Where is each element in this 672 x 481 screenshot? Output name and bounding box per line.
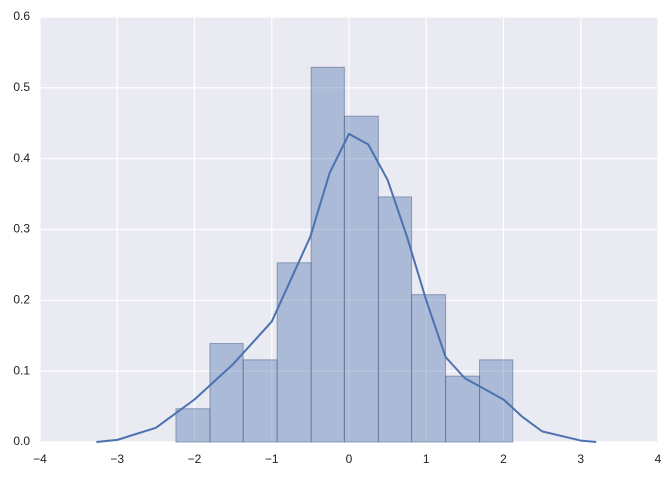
bar [175,408,211,443]
x-tick-label: −4 [33,452,47,466]
x-tick-label: 0 [346,452,353,466]
x-tick-label: −3 [110,452,124,466]
x-tick-label: 4 [655,452,662,466]
y-tick-label: 0.4 [13,151,30,165]
y-tick-label: 0.0 [13,434,30,448]
bar [411,294,447,443]
y-tick-label: 0.5 [13,80,30,94]
x-tick-label: 1 [423,452,430,466]
x-tick-label: −2 [188,452,202,466]
x-tick-label: −1 [265,452,279,466]
y-tick-label: 0.2 [13,293,30,307]
bar [479,359,514,443]
bar [276,262,312,443]
bar [242,359,278,443]
y-tick-label: 0.1 [13,363,30,377]
y-tick-label: 0.6 [13,9,30,23]
y-tick-label: 0.3 [13,222,30,236]
bar [310,66,345,443]
x-tick-label: 2 [500,452,507,466]
kde-line [96,132,597,443]
bar [445,375,481,443]
bar [377,196,413,443]
bar [343,115,379,443]
x-tick-label: 3 [577,452,584,466]
